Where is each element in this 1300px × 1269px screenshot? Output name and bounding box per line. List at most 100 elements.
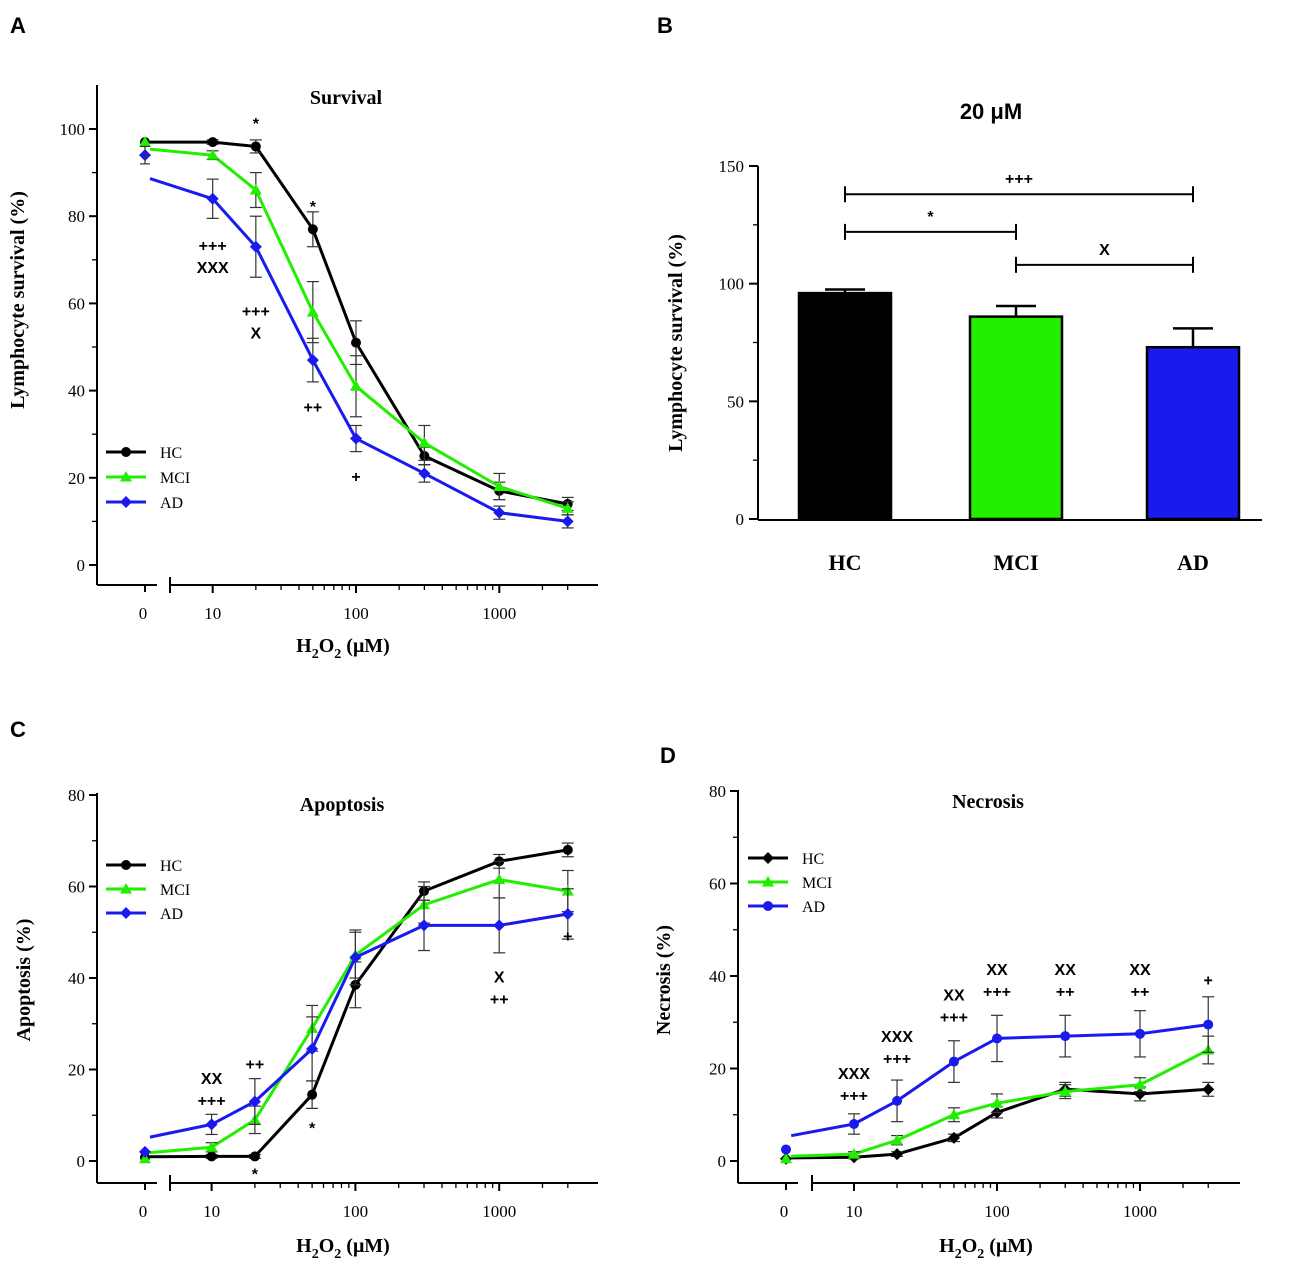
data-point-mci <box>991 1097 1003 1108</box>
significance-annotation: XXX <box>881 1029 913 1046</box>
significance-annotation: X <box>251 325 262 342</box>
panel-label: A <box>10 13 26 38</box>
y-tick-label: 50 <box>727 392 744 411</box>
series-mci <box>139 860 574 1164</box>
x-tick-label: 1000 <box>482 604 516 623</box>
significance-annotation: ++ <box>1056 984 1075 1001</box>
y-tick-label: 0 <box>718 1152 727 1171</box>
data-point-ad <box>1060 1031 1071 1042</box>
data-point-ad <box>561 515 574 528</box>
data-point-hc <box>1134 1087 1146 1100</box>
significance-annotation: XX <box>986 962 1008 979</box>
legend-label: MCI <box>802 875 832 892</box>
panel-b-20um-bar: B 20 μM 0 50 100 150 Lymphocyte survival (%) HC… <box>657 13 1262 575</box>
significance-annotation: +++ <box>983 984 1011 1001</box>
x-tick-label: 1000 <box>482 1202 516 1221</box>
significance-annotation: +++ <box>840 1088 868 1105</box>
x-axis-label-unit: (μM) <box>984 1235 1033 1257</box>
y-tick-label: 40 <box>709 967 726 986</box>
data-point-ad <box>849 1119 859 1129</box>
significance-annotation: + <box>563 928 572 945</box>
category-label: MCI <box>993 550 1038 575</box>
x-axis-label-subscript: 2 <box>977 1247 984 1262</box>
x-axis-label-subscript: 2 <box>312 647 319 662</box>
series-ad <box>139 888 574 1158</box>
data-point-mci <box>350 380 362 391</box>
data-point-ad <box>306 354 319 367</box>
legend-marker-ad <box>763 901 773 911</box>
y-tick-label: 80 <box>68 786 85 805</box>
data-point-mci <box>493 873 506 885</box>
data-point-hc <box>307 224 318 235</box>
data-point-hc <box>307 1089 318 1100</box>
y-axis-label: Necrosis (%) <box>653 925 675 1035</box>
legend-marker-hc <box>762 852 774 864</box>
significance-annotation: ++ <box>490 992 509 1009</box>
x-axis-label: H2O2 (μM) <box>939 1235 1033 1262</box>
x-axis-label-unit: (μM) <box>341 1235 390 1257</box>
significance-annotation: ++ <box>304 399 323 416</box>
data-point-hc <box>891 1148 904 1161</box>
data-point-mci <box>493 480 506 492</box>
data-point-ad <box>948 1056 959 1067</box>
x-axis-label-subscript: 2 <box>334 647 341 662</box>
data-point-ad <box>350 432 362 445</box>
series-hc <box>140 842 574 1163</box>
category-label: HC <box>829 550 862 575</box>
data-point-mci <box>205 1141 218 1152</box>
series-line-hc <box>149 848 569 1159</box>
series-ad <box>781 996 1215 1155</box>
significance-bracket: * <box>844 209 1017 240</box>
series-ad <box>139 145 574 529</box>
legend-marker-hc <box>121 447 131 457</box>
x-tick-label-zero: 0 <box>139 604 148 623</box>
legend-label: AD <box>160 906 183 923</box>
significance-annotation: +++ <box>198 1093 226 1110</box>
significance-annotation: * <box>253 116 260 133</box>
y-tick-label: 80 <box>709 782 726 801</box>
chart-title: Survival <box>310 87 383 109</box>
data-point-ad <box>418 919 431 932</box>
legend-marker-mci <box>762 876 774 887</box>
significance-annotation: +++ <box>940 1009 968 1026</box>
x-tick-label: 1000 <box>1123 1202 1157 1221</box>
y-axis-label: Lymphocyte survival (%) <box>665 234 687 452</box>
data-point-ad <box>418 467 431 480</box>
y-tick-label: 20 <box>68 469 85 488</box>
data-point-mci <box>891 1134 904 1145</box>
y-tick-label: 60 <box>68 294 85 313</box>
y-tick-label: 100 <box>60 120 86 139</box>
significance-annotation: * <box>252 1166 259 1183</box>
x-tick-label-zero: 0 <box>780 1202 789 1221</box>
data-point-hc <box>1202 1083 1215 1096</box>
x-tick-label: 10 <box>203 1202 220 1221</box>
data-point-ad <box>1203 1019 1214 1030</box>
data-point-ad <box>248 1095 261 1108</box>
panel-label: B <box>657 13 673 38</box>
data-point-hc <box>249 1151 260 1162</box>
legend-marker-mci <box>120 883 132 894</box>
data-point-zero-mci <box>139 136 151 147</box>
x-axis-label-subscript: 2 <box>312 1247 319 1262</box>
significance-annotation: XX <box>1129 962 1151 979</box>
data-point-mci <box>947 1108 960 1120</box>
data-point-ad <box>349 951 362 964</box>
significance-annotation: X <box>494 970 505 987</box>
y-tick-label: 60 <box>68 878 85 897</box>
category-label: AD <box>1177 550 1209 575</box>
legend-marker-ad <box>120 907 132 919</box>
x-tick-label: 100 <box>984 1202 1010 1221</box>
y-tick-label: 20 <box>68 1061 85 1080</box>
legend: HC MCI AD <box>106 445 190 512</box>
series-line-ad <box>149 912 569 1139</box>
significance-bracket: +++ <box>844 171 1194 203</box>
data-point-ad <box>306 1042 319 1055</box>
x-axis-label-subscript: 2 <box>955 1247 962 1262</box>
significance-annotation: +++ <box>242 303 270 320</box>
significance-annotation: +++ <box>199 238 227 255</box>
data-point-ad <box>206 192 219 205</box>
data-point-hc <box>947 1131 960 1144</box>
bracket-annotation: +++ <box>1005 171 1033 188</box>
significance-annotation: XXX <box>197 260 229 277</box>
